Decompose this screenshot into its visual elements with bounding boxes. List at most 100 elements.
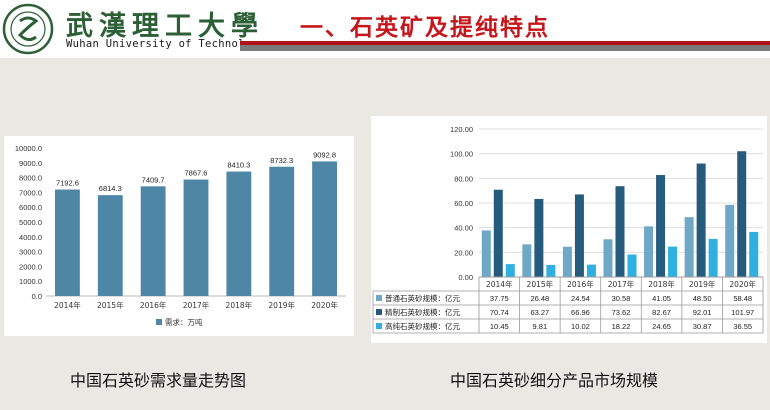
legend-label: 精制石英砂规模：亿元 (385, 307, 460, 317)
university-name-en: Wuhan University of Technology (66, 38, 265, 50)
table-cell: 66.96 (571, 308, 590, 317)
demand-bar (97, 195, 123, 296)
demand-data-label: 7192.6 (56, 179, 79, 188)
demand-bar (55, 189, 80, 296)
series-bar (586, 264, 596, 277)
series-bar (505, 264, 515, 277)
x-tick-label: 2015年 (527, 279, 554, 289)
market-chart-caption: 中国石英砂细分产品市场规模 (450, 371, 659, 390)
table-cell: 10.02 (571, 322, 590, 331)
y-tick-label: 60.00 (454, 199, 473, 208)
y-tick-label: 6000.0 (19, 203, 42, 212)
y-tick-label: 7000.0 (19, 188, 42, 197)
demand-bar (269, 166, 295, 296)
table-cell: 101.97 (731, 308, 754, 317)
table-cell: 30.87 (693, 322, 712, 331)
y-tick-label: 40.00 (454, 224, 473, 233)
x-tick-label: 2017年 (183, 300, 210, 310)
legend-label: 需求：万吨 (165, 317, 203, 327)
legend-label: 高纯石英砂规模：亿元 (385, 321, 460, 331)
table-cell: 73.62 (612, 308, 631, 317)
x-tick-label: 2019年 (689, 279, 716, 289)
y-tick-label: 100.00 (450, 150, 473, 159)
x-tick-label: 2015年 (97, 300, 124, 310)
series-bar (696, 163, 706, 277)
table-cell: 9.81 (533, 322, 548, 331)
legend-swatch (376, 323, 382, 329)
y-tick-label: 80.00 (454, 174, 473, 183)
y-tick-label: 2000.0 (19, 262, 42, 271)
x-tick-label: 2014年 (54, 300, 81, 310)
slide-title: 一、石英矿及提纯特点 (300, 15, 550, 41)
legend-label: 普通石英砂规模：亿元 (385, 293, 460, 303)
table-cell: 10.45 (490, 322, 509, 331)
demand-chart-panel: 0.0 1000.0 2000.0 3000.0 4000.0 5000.0 6000.0 7… (4, 136, 354, 336)
demand-bar (312, 161, 337, 296)
y-tick-label: 0.00 (458, 273, 473, 282)
series-bar (574, 194, 584, 277)
x-tick-label: 2020年 (311, 300, 338, 310)
series-bar (749, 231, 759, 277)
table-cell: 70.74 (490, 308, 509, 317)
header-rule-gray (240, 45, 770, 51)
x-tick-label: 2018年 (648, 279, 675, 289)
market-chart-panel: 0.00 20.00 40.00 60.00 80.00 100.00 120.00 2014… (371, 116, 767, 343)
y-tick-label: 10000.0 (15, 144, 42, 153)
x-tick-label: 2020年 (729, 279, 756, 289)
series-bar (708, 238, 718, 277)
series-bar (668, 246, 678, 277)
table-cell: 82.67 (652, 308, 671, 317)
series-bar (603, 239, 613, 277)
series-bar (627, 254, 637, 277)
market-chart: 0.00 20.00 40.00 60.00 80.00 100.00 120.00 2014… (372, 125, 764, 334)
demand-bar (183, 179, 209, 296)
university-name-cn: 武漢理工大學 (66, 11, 264, 42)
series-bar (737, 151, 747, 277)
table-cell: 24.54 (571, 294, 590, 303)
header-rule-red (240, 41, 770, 45)
series-bar (493, 189, 503, 277)
legend-swatch (156, 319, 162, 325)
table-cell: 18.22 (612, 322, 631, 331)
y-tick-label: 3000.0 (19, 248, 42, 257)
legend-swatch (376, 309, 382, 315)
x-tick-label: 2017年 (608, 279, 635, 289)
table-cell: 30.58 (612, 294, 631, 303)
university-logo (2, 3, 54, 55)
series-bar (615, 186, 625, 277)
y-tick-label: 8000.0 (19, 174, 42, 183)
series-bar (656, 175, 666, 277)
series-bar (725, 204, 735, 277)
series-bar (684, 217, 694, 277)
table-cell: 24.65 (652, 322, 671, 331)
demand-data-label: 9092.8 (313, 150, 336, 159)
y-tick-label: 120.00 (450, 125, 473, 134)
demand-data-label: 7409.7 (142, 175, 165, 184)
demand-data-label: 8732.3 (270, 156, 293, 165)
table-cell: 58.48 (733, 294, 752, 303)
table-cell: 48.50 (693, 294, 712, 303)
x-tick-label: 2016年 (140, 300, 167, 310)
series-bar (562, 246, 572, 277)
table-cell: 41.05 (652, 294, 671, 303)
x-tick-label: 2019年 (268, 300, 295, 310)
demand-bar (226, 171, 252, 296)
table-cell: 26.48 (530, 294, 549, 303)
series-bar (522, 244, 532, 277)
series-bar (481, 230, 491, 277)
x-tick-label: 2018年 (226, 300, 253, 310)
series-bar (534, 198, 544, 277)
demand-data-label: 8410.3 (227, 161, 250, 170)
y-tick-label: 1000.0 (19, 277, 42, 286)
series-bar (644, 226, 654, 277)
y-tick-label: 5000.0 (19, 218, 42, 227)
demand-chart-caption: 中国石英砂需求量走势图 (70, 371, 247, 390)
header-bar: 武漢理工大學 Wuhan University of Technology 一、… (0, 0, 770, 58)
legend-swatch (376, 295, 382, 301)
series-bar (546, 264, 556, 277)
demand-data-label: 6814.3 (99, 184, 122, 193)
x-tick-label: 2016年 (567, 279, 594, 289)
y-tick-label: 9000.0 (19, 159, 42, 168)
table-cell: 36.55 (733, 322, 752, 331)
